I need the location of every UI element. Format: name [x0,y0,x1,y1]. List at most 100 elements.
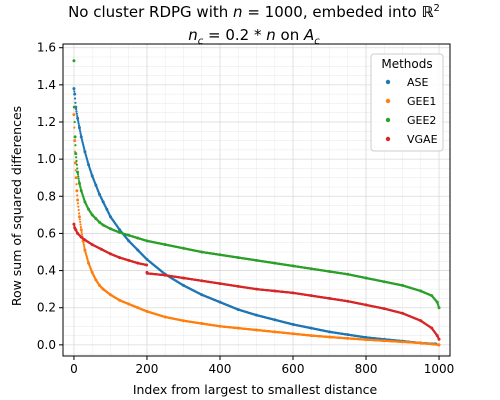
data-point [76,114,79,118]
chart-title-line-2: nc = 0.2 * n on Ac [188,26,320,47]
data-point [74,101,77,104]
x-tick-label: 200 [136,362,159,376]
legend-marker-gee1 [385,98,391,104]
y-axis-label: Row sum of squared differences [9,106,24,306]
data-point [77,122,80,125]
data-point [77,124,81,127]
data-point [76,198,79,202]
data-point [75,176,78,179]
data-point [75,183,78,186]
y-tick-label: 1.2 [37,115,56,129]
data-point [83,245,86,248]
data-point [76,167,79,170]
data-point [76,194,79,197]
data-point [73,97,77,100]
data-point [82,243,85,246]
data-point [73,139,76,142]
data-point [77,208,80,212]
data-point [75,189,78,192]
y-tick-label: 1.6 [37,41,56,55]
data-marks [72,59,441,347]
y-tick-label: 0.8 [37,189,56,203]
data-point [80,233,84,236]
series-gee1 [72,113,441,347]
data-point [76,173,80,176]
data-point [73,106,76,109]
legend-label-ase: ASE [407,76,429,89]
x-tick-label: 400 [209,362,232,376]
data-point [72,223,76,226]
legend-label-gee2: GEE2 [407,114,436,127]
x-tick-label: 1000 [424,362,455,376]
data-point [78,218,81,221]
data-point [75,110,78,113]
data-point [73,120,76,124]
data-point [73,90,76,93]
data-point [82,241,85,244]
axis-ticks: 0 200 400 600 800 1000 0.0 0.2 0.4 0.6 0.8 1.0 1.2 1.… [37,41,454,376]
legend-items: ASE GEE1 GEE2 VGAE [385,76,438,146]
legend-box [370,53,444,152]
data-point [72,113,76,116]
data-point [437,306,441,309]
data-point [79,130,82,133]
series-gee2 [72,59,441,310]
data-point [76,171,79,174]
data-point [79,226,82,229]
data-point [75,159,78,163]
data-point [77,205,80,208]
data-point [145,263,148,267]
x-tick-label: 800 [355,362,378,376]
legend-marker-vgae [385,136,391,142]
data-point [79,133,82,137]
data-point [74,152,77,155]
data-point [78,215,81,218]
data-point [72,87,76,90]
data-point [79,132,82,135]
x-tick-label: 0 [70,362,78,376]
y-tick-label: 0.6 [37,226,56,240]
data-point [75,112,78,115]
data-point [75,108,78,111]
data-point [73,224,76,228]
data-point [74,161,77,164]
data-point [74,144,77,147]
data-point [78,128,81,131]
data-point [76,119,80,122]
data-point [72,59,76,62]
data-point [73,135,77,138]
legend-marker-ase [385,79,391,85]
data-point [437,338,441,341]
data-point [79,220,82,224]
data-point [74,169,77,172]
y-tick-label: 0.0 [37,338,56,352]
data-point [75,163,78,166]
legend-label-gee1: GEE1 [407,95,436,108]
legend-label-vgae: VGAE [407,133,438,146]
legend-title: Methods [381,57,432,71]
data-point [76,117,79,120]
data-point [77,175,80,178]
plot-frame [62,43,451,357]
y-tick-label: 0.4 [37,264,56,278]
x-tick-label: 600 [282,362,305,376]
legend-marker-gee2 [385,117,391,123]
y-tick-label: 1.4 [37,78,56,92]
series-vgae [72,222,441,341]
y-tick-label: 0.2 [37,301,56,315]
data-point [77,179,81,183]
x-axis-label: Index from largest to smallest distance [133,382,378,397]
data-point [73,126,76,129]
data-point [83,247,86,250]
y-tick-label: 1.0 [37,152,56,166]
data-point [73,93,76,96]
legend: Methods ASE GEE1 GEE2 VGAE [370,53,444,152]
data-point [79,223,82,226]
chart-title-line-1: No cluster RDPG with n = 1000, embeded i… [68,3,440,21]
data-point [77,177,80,180]
data-point [77,120,80,124]
data-point [75,156,78,159]
data-point [437,343,441,346]
data-point [80,228,83,231]
